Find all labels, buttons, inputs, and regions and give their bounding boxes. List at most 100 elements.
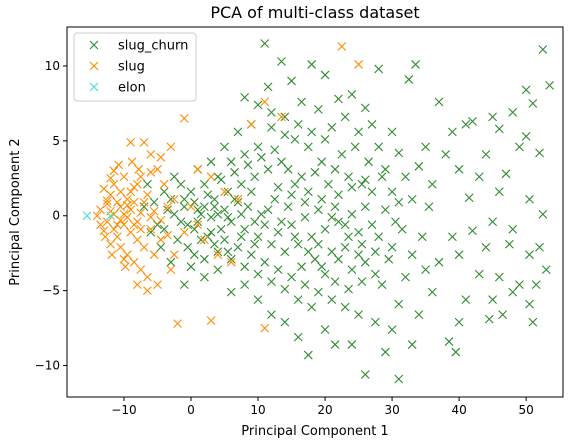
data-point (230, 167, 239, 177)
data-point (360, 257, 370, 267)
data-point (116, 215, 126, 225)
data-point (391, 217, 400, 227)
data-point (357, 239, 367, 249)
data-point (468, 116, 477, 126)
data-point (535, 148, 544, 158)
plot-frame (66, 26, 564, 398)
data-point (515, 280, 524, 290)
data-point (280, 130, 290, 140)
data-point (380, 164, 390, 174)
data-point (169, 250, 179, 260)
data-point (134, 164, 144, 174)
data-point (377, 280, 387, 290)
data-point (360, 370, 370, 379)
data-point (213, 209, 223, 219)
data-point (521, 131, 531, 141)
data-point (293, 119, 303, 129)
data-point (367, 187, 377, 197)
data-point (267, 107, 276, 117)
data-point (307, 60, 317, 69)
data-point (394, 197, 404, 207)
data-point (149, 250, 159, 260)
data-point (280, 284, 290, 294)
data-point (531, 280, 541, 290)
data-point (246, 119, 256, 129)
data-point (501, 169, 511, 179)
data-point (112, 232, 122, 242)
data-point (159, 179, 169, 189)
data-point (404, 75, 414, 84)
data-point (220, 142, 229, 152)
data-point (226, 287, 236, 297)
data-point (414, 310, 424, 319)
data-point (166, 257, 176, 267)
x-tick-label: 10 (250, 403, 265, 417)
data-point (233, 197, 243, 207)
data-point (193, 217, 203, 227)
data-point (334, 190, 343, 200)
data-point (280, 247, 290, 257)
data-point (347, 265, 357, 275)
data-point (153, 220, 162, 230)
data-point (525, 299, 534, 309)
data-point (246, 187, 256, 197)
data-point (307, 232, 317, 242)
data-point (414, 161, 424, 171)
data-point (273, 265, 283, 275)
data-point (99, 184, 109, 194)
data-point (96, 220, 105, 230)
data-point (102, 217, 112, 227)
data-point (119, 254, 129, 264)
data-point (424, 202, 434, 212)
data-point (303, 187, 313, 197)
data-point (233, 194, 243, 204)
data-point (434, 97, 444, 107)
data-point (344, 284, 353, 294)
data-point (186, 187, 196, 197)
data-point (401, 172, 410, 182)
y-tick-label: −10 (35, 359, 60, 373)
legend-label: elon (118, 81, 146, 96)
data-point (401, 272, 410, 282)
data-point (253, 269, 263, 279)
data-point (82, 211, 92, 221)
data-point (139, 137, 149, 147)
data-point (277, 217, 286, 227)
x-tick-label: 50 (518, 403, 533, 417)
data-point (293, 295, 303, 305)
data-point (300, 212, 310, 222)
data-point (136, 224, 146, 234)
data-point (407, 194, 417, 204)
data-point (344, 232, 353, 242)
data-point (277, 57, 286, 66)
data-point (120, 262, 130, 272)
data-point (340, 242, 350, 252)
data-point (454, 250, 464, 260)
data-point (374, 64, 384, 74)
data-point (250, 217, 260, 227)
data-point (350, 142, 360, 152)
data-point (240, 93, 250, 102)
data-point (357, 277, 367, 287)
data-point (525, 194, 534, 204)
legend-item-slug_churn: slug_churn (89, 39, 188, 54)
data-point (236, 209, 246, 219)
data-point (240, 280, 250, 290)
data-point (360, 175, 370, 185)
data-point (293, 239, 303, 249)
data-point (448, 127, 457, 137)
data-point (132, 235, 142, 245)
data-point (179, 202, 189, 212)
data-point (260, 323, 270, 333)
data-point (173, 235, 182, 245)
data-point (324, 179, 333, 189)
data-point (153, 280, 162, 290)
legend-item-slug: slug (89, 60, 145, 75)
data-point (525, 250, 534, 260)
data-point (129, 257, 139, 267)
data-point (240, 262, 250, 272)
series-slug_churn (139, 39, 554, 384)
x-tick-label: 30 (384, 403, 399, 417)
data-point (310, 254, 320, 264)
